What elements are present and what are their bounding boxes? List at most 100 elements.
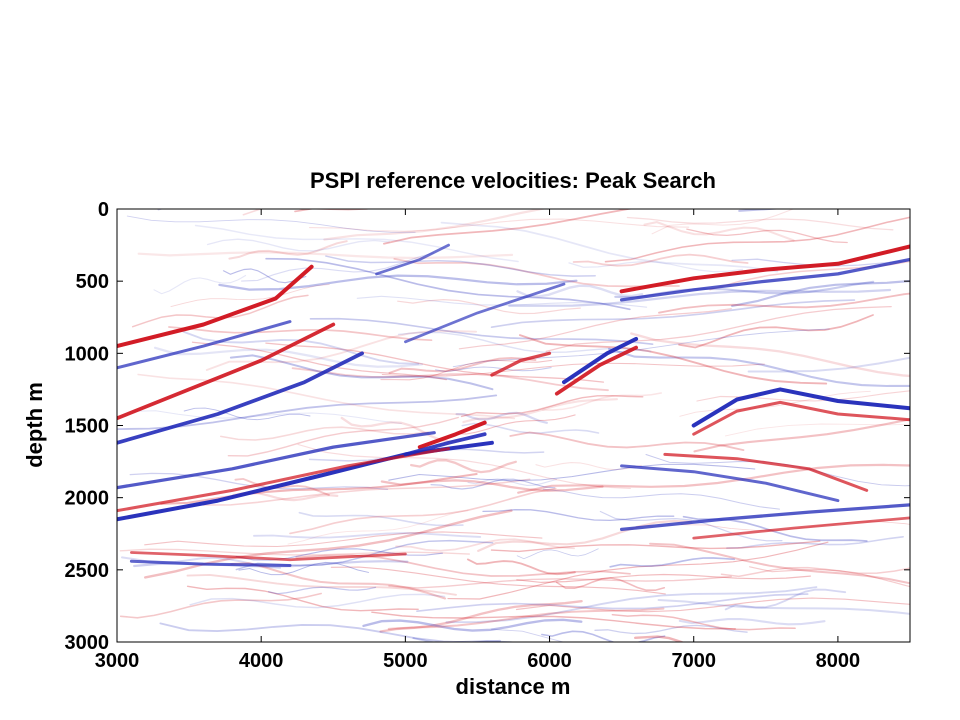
texture-striation [515,597,910,613]
texture-striation [568,261,744,273]
reflector [117,447,451,513]
texture-striation [137,251,514,260]
texture-striation [238,561,370,576]
texture-striation [482,509,675,522]
texture-striation [634,635,685,642]
texture-striation [509,431,745,452]
texture-striation [440,221,779,273]
texture-striation [183,407,311,421]
texture-striation [227,416,459,457]
texture-striation [119,592,322,619]
texture-striation [517,463,910,494]
texture-striation [477,519,693,552]
texture-striation [397,331,652,354]
reflector [117,351,364,445]
texture-striation [679,390,871,417]
x-tick-label: 5000 [383,650,428,672]
texture-striation [380,479,604,492]
reflector [117,322,336,421]
texture-striation [295,554,631,577]
texture-striation [516,548,599,560]
texture-striation [678,617,826,626]
texture-striation [287,509,469,545]
texture-striation [490,540,821,553]
reflector [692,516,910,540]
texture-striation [430,478,556,490]
y-tick-label: 2000 [65,488,110,510]
texture-striation [747,356,910,373]
chart-title: PSPI reference velocities: Peak Search [310,168,716,193]
texture-striation [445,586,818,624]
texture-striation [234,477,330,496]
reflector [691,387,910,428]
texture-striation [218,274,578,291]
texture-striation [542,392,662,411]
texture-striation [749,566,910,588]
texture-striation [206,238,390,252]
texture-striation [630,332,910,378]
x-tick-label: 8000 [816,650,861,672]
texture-striation [170,283,330,308]
reflector [117,264,314,349]
texture-striation [490,299,856,329]
texture-striation [267,586,377,595]
reflector [417,420,487,450]
texture-striation [371,611,736,630]
texture-striation [599,510,783,542]
x-tick-label: 4000 [239,650,284,672]
texture-striation [381,362,765,377]
texture-striation [541,630,666,642]
texture-striation [157,209,164,211]
y-axis: 0 500 1000 1500 2000 2500 3000 [65,199,910,654]
texture-striation [379,600,583,633]
texture-striation [410,459,517,474]
texture-striation [724,588,847,611]
texture-striation [194,224,519,263]
texture-striation [455,411,548,424]
texture-striation [330,566,666,595]
texture-striation [466,558,576,576]
texture-striation [542,488,781,510]
reflector [562,336,639,385]
texture-striation [555,577,666,591]
texture-striation [220,426,429,441]
texture-striation [229,354,494,391]
texture-striation [191,341,447,381]
texture-striation [467,478,557,486]
texture-striation [738,209,784,212]
x-axis: 3000 4000 5000 6000 7000 8000 [95,209,860,672]
texture-striation [388,575,732,589]
texture-striation [119,548,470,556]
texture-striation [228,240,348,260]
texture-striation [460,394,644,418]
seismic-reflectors [117,243,910,567]
y-tick-label: 1500 [65,416,110,438]
texture-striation [651,209,795,235]
texture-striation [325,255,596,277]
texture-striation [462,398,618,424]
reflector [620,464,840,503]
reflector [117,320,292,370]
texture-striation [308,218,690,232]
texture-striation [658,292,910,314]
texture-striation [144,531,543,548]
x-axis-label: distance m [456,674,571,699]
texture-striation [649,542,910,585]
texture-striation [126,215,416,233]
x-tick-label: 7000 [671,650,716,672]
texture-striation [643,221,795,242]
texture-striation [678,314,874,349]
texture-striation [298,511,464,527]
texture-striation [291,367,609,392]
texture-striation [535,462,642,471]
texture-striation [189,593,446,609]
texture-striation [388,463,756,482]
texture-striation [693,418,910,453]
texture-striation [594,624,748,635]
texture-striation [657,598,910,615]
reflector [554,345,638,396]
texture-striation [720,566,910,578]
texture-striation [435,366,552,373]
y-tick-label: 3000 [65,632,110,654]
